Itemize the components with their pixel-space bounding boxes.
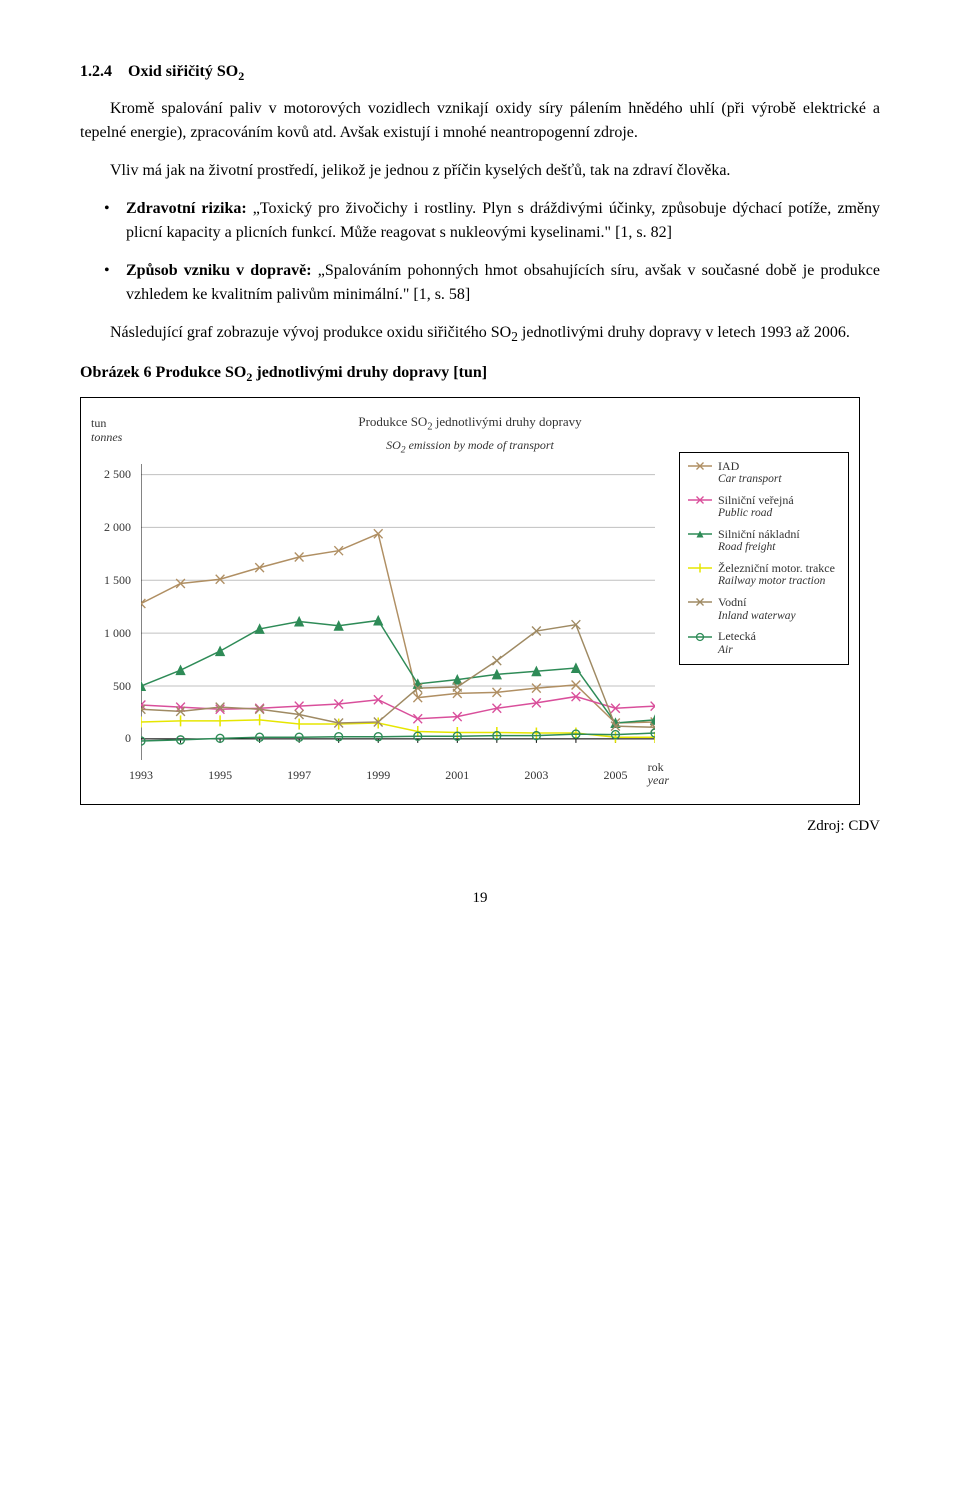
paragraph-2: Vliv má jak na životní prostředí, jeliko… [80,159,880,183]
x-tick-label: 1993 [129,766,153,784]
chart-title-pre: Produkce SO [358,414,427,429]
chart-legend: IADCar transport Silniční veřejnáPublic r… [679,452,849,665]
bullet-item-risks: Zdravotní rizika: „Toxický pro živočichy… [80,197,880,245]
x-tick-label: 2001 [445,766,469,784]
y-tick-label: 2 500 [104,465,131,483]
bullet-2-label: Způsob vzniku v dopravě: [126,262,318,279]
chart-subtitle-pre: SO [386,438,401,452]
chart-xlab-cz: rok [648,760,664,774]
legend-label-en: Railway motor traction [688,575,840,589]
legend-label-cz: IAD [718,459,739,473]
chart-ylab-cz: tun [91,416,106,430]
p3-post: jednotlivými druhy dopravy v letech 1993… [518,324,850,341]
legend-entry-zeleznicni: Železniční motor. trakceRailway motor tr… [688,561,840,589]
legend-label-cz: Silniční veřejná [718,493,794,507]
x-tick-label: 2003 [524,766,548,784]
section-heading: 1.2.4 Oxid siřičitý SO2 [80,60,880,85]
legend-entry-letecka: LeteckáAir [688,629,840,657]
chart-plot: 0 500 1 000 1 500 2 000 2 500 1993 1995 1997 199… [91,464,665,794]
bullet-1-label: Zdravotní rizika: [126,200,247,217]
chart-xlab-en: year [648,773,669,787]
figure-source: Zdroj: CDV [80,815,880,838]
x-tick-label: 1995 [208,766,232,784]
chart-ylab-en: tonnes [91,430,122,444]
p3-pre: Následující graf zobrazuje vývoj produkc… [110,324,511,341]
paragraph-3: Následující graf zobrazuje vývoj produkc… [80,321,880,347]
chart-title-post: jednotlivými druhy dopravy [433,414,582,429]
legend-label-cz: Silniční nákladní [718,527,800,541]
heading-title-pre: Oxid siřičitý SO [128,63,238,80]
figcap-pre: Obrázek 6 Produkce SO [80,364,246,381]
chart-subtitle-post: emission by mode of transport [406,438,554,452]
legend-label-en: Road freight [688,541,840,555]
y-tick-label: 2 000 [104,518,131,536]
paragraph-1: Kromě spalování paliv v motorových vozid… [80,97,880,145]
heading-number: 1.2.4 [80,63,112,80]
chart-container: tun tonnes Produkce SO2 jednotlivými dru… [80,397,860,805]
y-tick-label: 1 000 [104,624,131,642]
page-number: 19 [80,887,880,910]
x-tick-label: 2005 [603,766,627,784]
legend-entry-verejna: Silniční veřejnáPublic road [688,493,840,521]
bullet-item-origin: Způsob vzniku v dopravě: „Spalováním poh… [80,259,880,307]
figcap-post: jednotlivými druhy dopravy [tun] [252,364,487,381]
y-tick-label: 1 500 [104,571,131,589]
heading-title-sub: 2 [238,69,244,83]
y-tick-label: 500 [113,677,131,695]
legend-label-cz: Vodní [718,595,746,609]
legend-label-en: Public road [688,507,840,521]
chart-svg [141,464,655,760]
legend-label-en: Car transport [688,473,840,487]
x-tick-label: 1997 [287,766,311,784]
figure-caption: Obrázek 6 Produkce SO2 jednotlivými druh… [80,361,880,386]
legend-label-cz: Železniční motor. trakce [718,561,835,575]
y-tick-label: 0 [125,729,131,747]
legend-entry-vodni: VodníInland waterway [688,595,840,623]
legend-label-en: Air [688,644,840,658]
chart-x-label: rok year [648,761,669,787]
bullet-list: Zdravotní rizika: „Toxický pro živočichy… [80,197,880,307]
legend-label-cz: Letecká [718,629,756,643]
x-tick-label: 1999 [366,766,390,784]
legend-entry-IAD: IADCar transport [688,459,840,487]
chart-y-label: tun tonnes [91,412,137,445]
legend-label-en: Inland waterway [688,610,840,624]
p3-sub: 2 [511,329,518,344]
legend-entry-nakladni: Silniční nákladníRoad freight [688,527,840,555]
